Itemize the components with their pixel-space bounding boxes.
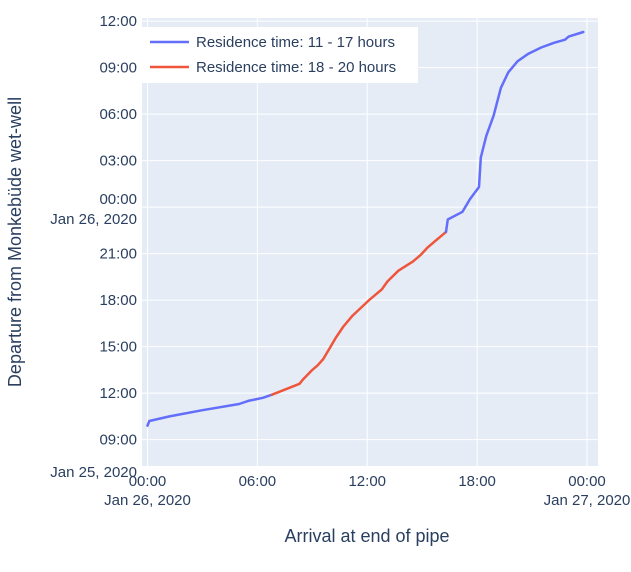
x-tick-label: 00:00 — [129, 473, 167, 490]
y-tick-label: 18:00 — [99, 292, 137, 309]
y-tick-label: Jan 26, 2020 — [50, 211, 137, 228]
y-tick-label: 06:00 — [99, 106, 137, 123]
y-tick-label: 09:00 — [99, 60, 137, 77]
plot-background — [142, 18, 598, 466]
y-tick-label: 15:00 — [99, 339, 137, 356]
legend-box — [142, 27, 418, 83]
y-axis-title: Departure from Monkebüde wet-well — [5, 97, 25, 387]
series-line-1 — [270, 230, 448, 396]
y-tick-label: 09:00 — [99, 432, 137, 449]
y-tick-label: 00:00 — [99, 191, 137, 208]
x-tick-label: Jan 27, 2020 — [544, 492, 631, 509]
series-lines — [146, 30, 585, 427]
series-line-2 — [444, 30, 585, 234]
x-tick-label: 00:00 — [568, 473, 606, 490]
x-tick-label: 18:00 — [458, 473, 496, 490]
x-axis-ticks: 00:00 Jan 26, 2020 06:00 12:00 18:00 00:00 Jan… — [104, 473, 630, 509]
y-axis-ticks: 09:00 12:00 15:00 18:00 21:00 00:00 Jan 26, 20… — [50, 13, 137, 449]
y-tick-label: 12:00 — [99, 385, 137, 402]
x-tick-label: 06:00 — [239, 473, 277, 490]
y-tick-label: 21:00 — [99, 246, 137, 263]
legend-label-blue: Residence time: 11 - 17 hours — [196, 34, 395, 51]
y-tick-label: 12:00 — [99, 13, 137, 30]
legend: Residence time: 11 - 17 hours Residence … — [142, 27, 418, 83]
y-tick-label: 03:00 — [99, 153, 137, 170]
legend-label-red: Residence time: 18 - 20 hours — [196, 59, 396, 76]
series-line-0 — [146, 393, 274, 427]
x-tick-label: 12:00 — [348, 473, 386, 490]
x-tick-label: Jan 26, 2020 — [104, 492, 191, 509]
y-axis-corner-label: Jan 25, 2020 — [50, 464, 137, 481]
x-axis-title: Arrival at end of pipe — [284, 526, 449, 546]
